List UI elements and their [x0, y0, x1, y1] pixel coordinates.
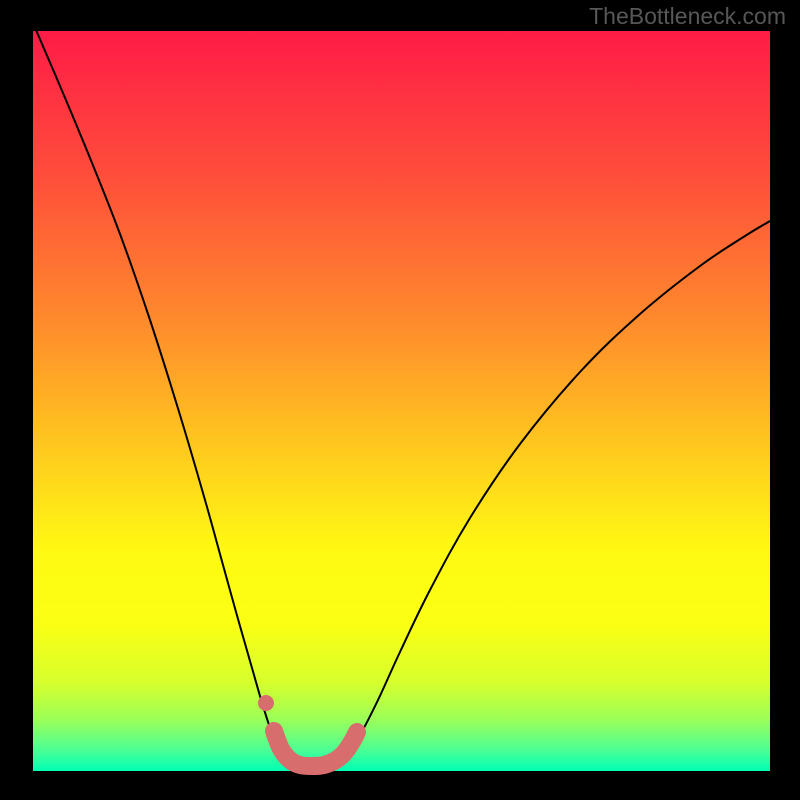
optimal-range-highlight [274, 731, 357, 766]
bottleneck-curve-right [310, 221, 770, 771]
bottleneck-curve-left [33, 23, 310, 771]
watermark-text: TheBottleneck.com [589, 3, 786, 30]
chart-frame: TheBottleneck.com [0, 0, 800, 800]
curves-overlay [0, 0, 800, 800]
marker-dot [258, 695, 274, 711]
